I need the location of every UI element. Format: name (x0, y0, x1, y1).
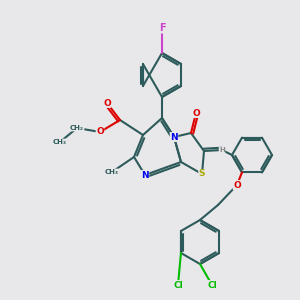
Text: O: O (96, 128, 104, 136)
Text: O: O (233, 181, 241, 190)
Text: O: O (103, 98, 111, 107)
Text: S: S (199, 169, 205, 178)
Text: CH₃: CH₃ (105, 169, 119, 175)
Text: CH₃: CH₃ (53, 139, 67, 145)
Text: O: O (192, 109, 200, 118)
Text: N: N (141, 170, 149, 179)
Text: N: N (170, 133, 178, 142)
Text: CH₂: CH₂ (70, 125, 84, 131)
Text: H: H (219, 147, 225, 153)
Text: Cl: Cl (173, 280, 183, 290)
Text: F: F (159, 23, 165, 33)
Text: Cl: Cl (207, 280, 217, 290)
